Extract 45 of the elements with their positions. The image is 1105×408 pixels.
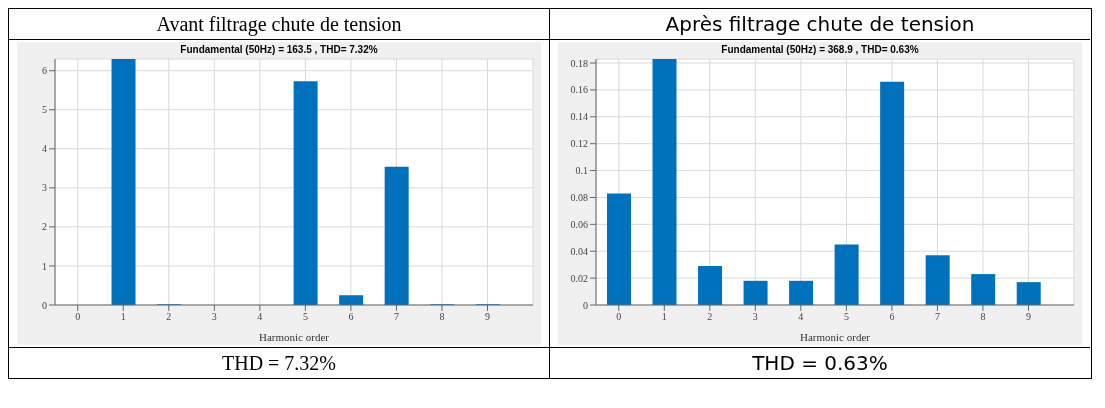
x-tick-label: 6 <box>348 311 354 323</box>
y-tick-label: 0.14 <box>570 111 588 123</box>
x-tick-label: 1 <box>120 311 126 323</box>
x-tick-label: 4 <box>257 311 263 323</box>
text: THD = 0.63% <box>752 351 888 375</box>
x-tick-label: 7 <box>393 311 399 323</box>
x-axis-title: Harmonic order <box>800 331 871 343</box>
y-tick-label: 0.02 <box>570 272 588 284</box>
x-axis-title: Harmonic order <box>259 331 330 343</box>
y-tick-label: 6 <box>42 65 47 77</box>
x-tick-label: 8 <box>980 311 986 323</box>
x-tick-label: 3 <box>211 311 217 323</box>
y-tick-label: 0.08 <box>570 192 588 204</box>
y-tick-label: 2 <box>42 221 47 233</box>
y-tick-label: 0.16 <box>570 84 588 96</box>
x-tick-label: 3 <box>752 311 758 323</box>
chart-title: Avant filtrage chute de tension <box>9 9 549 40</box>
x-tick-label: 5 <box>843 311 849 323</box>
x-tick-label: 0 <box>75 311 81 323</box>
y-tick-label: 0.18 <box>570 57 588 69</box>
chart-subtitle: Fundamental (50Hz) = 163.5 , THD= 7.32% <box>179 44 379 55</box>
y-tick-label: 5 <box>42 104 47 116</box>
y-tick-label: 0.12 <box>570 138 588 150</box>
y-tick-label: 1 <box>42 260 47 272</box>
y-tick-label: 0 <box>42 299 47 311</box>
x-tick-label: 9 <box>484 311 490 323</box>
x-tick-label: 2 <box>166 311 172 323</box>
x-tick-label: 8 <box>439 311 445 323</box>
y-tick-label: 0 <box>583 299 588 311</box>
y-tick-label: 3 <box>42 182 47 194</box>
x-tick-label: 2 <box>707 311 713 323</box>
text: THD = 7.32% <box>221 352 337 374</box>
chart-title: Après filtrage chute de tension <box>550 9 1090 40</box>
x-tick-label: 6 <box>889 311 895 323</box>
x-tick-label: 4 <box>798 311 804 323</box>
chart-subtitle: Fundamental (50Hz) = 368.9 , THD= 0.63% <box>720 44 920 55</box>
y-tick-label: 0.1 <box>575 165 588 177</box>
y-tick-label: 0.06 <box>570 218 588 230</box>
x-tick-label: 5 <box>302 311 308 323</box>
x-tick-label: 9 <box>1025 311 1031 323</box>
x-tick-label: 7 <box>934 311 940 323</box>
x-tick-label: 0 <box>616 311 622 323</box>
x-tick-label: 1 <box>661 311 667 323</box>
y-tick-label: 4 <box>42 143 47 155</box>
y-tick-label: 0.04 <box>570 245 588 257</box>
